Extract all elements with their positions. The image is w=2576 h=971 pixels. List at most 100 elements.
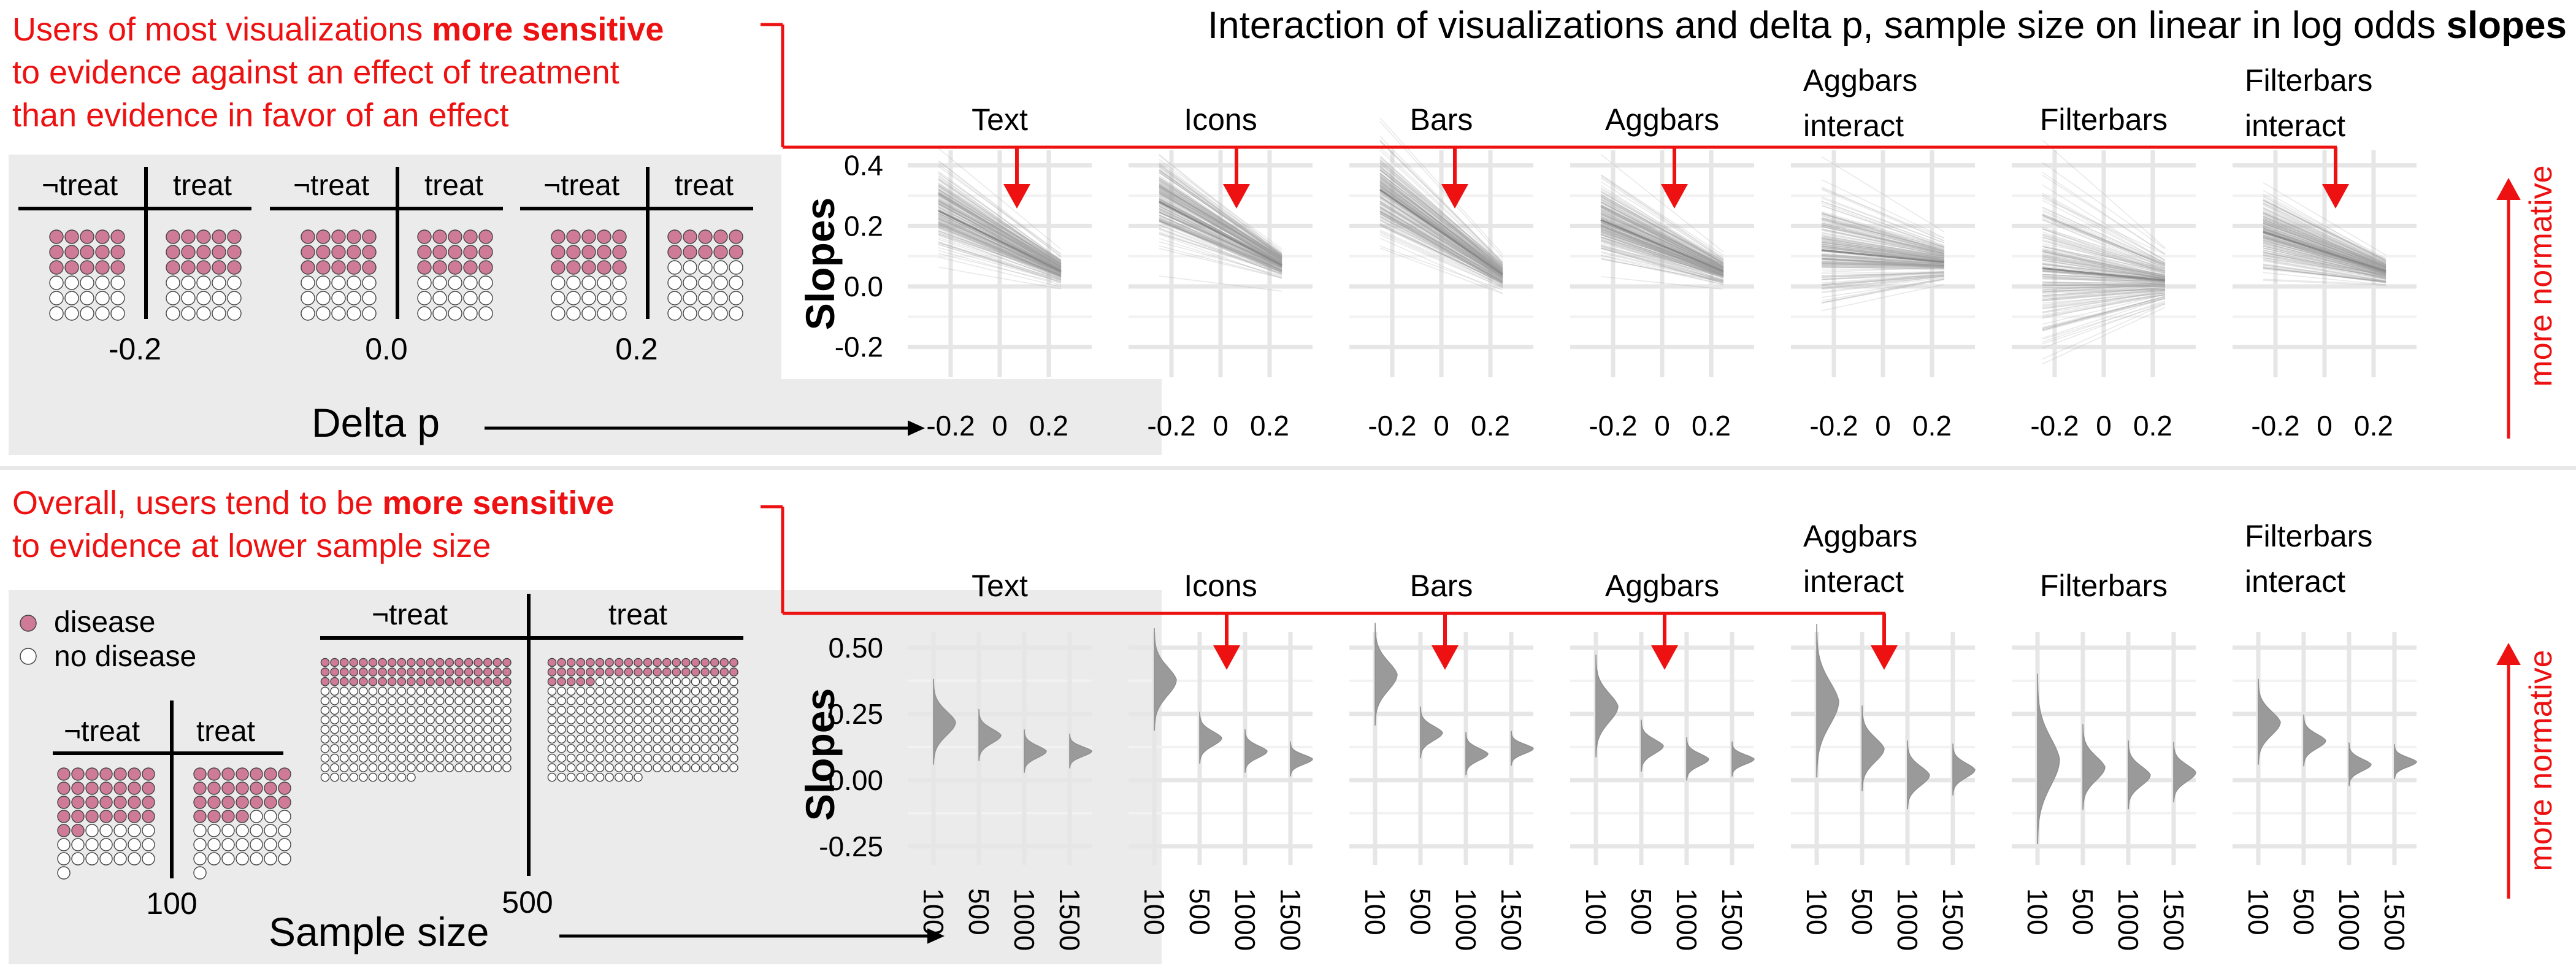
posterior-line (1821, 258, 1945, 265)
posterior-line (938, 213, 1062, 275)
posterior-line (1600, 225, 1724, 273)
posterior-line (1821, 255, 1945, 267)
no-disease-dot (368, 744, 378, 753)
no-disease-dot (445, 724, 454, 734)
posterior-line (1821, 225, 1945, 255)
posterior-line (1159, 159, 1282, 250)
posterior-line (2263, 221, 2386, 270)
disease-dot (397, 677, 407, 686)
no-disease-dot (667, 260, 682, 275)
no-disease-dot (586, 772, 595, 782)
posterior-line (938, 160, 1062, 258)
no-disease-dot (454, 715, 464, 724)
x-tick-label: -0.2 (2251, 410, 2299, 442)
posterior-line (1600, 207, 1724, 269)
no-disease-dot (710, 677, 719, 686)
disease-dot (57, 824, 71, 837)
posterior-line (1821, 257, 1945, 266)
no-disease-dot (407, 772, 416, 782)
disease-dot (595, 658, 605, 667)
posterior-line (2263, 221, 2386, 268)
posterior-line (1821, 256, 1945, 264)
no-disease-dot (614, 696, 624, 705)
posterior-line (1600, 229, 1724, 275)
posterior-line (1821, 240, 1945, 259)
posterior-line (938, 193, 1062, 267)
posterior-line (2263, 255, 2386, 278)
no-disease-dot (551, 291, 565, 305)
posterior-line (1600, 212, 1724, 270)
posterior-line (938, 204, 1062, 270)
posterior-line (2042, 231, 2166, 274)
posterior-line (1159, 185, 1282, 261)
posterior-line (2042, 285, 2166, 297)
no-disease-dot (662, 677, 672, 686)
posterior-line (938, 221, 1062, 277)
posterior-line (2042, 289, 2166, 299)
no-disease-dot (547, 715, 557, 724)
disease-dot (426, 677, 435, 686)
disease-dot (667, 245, 682, 259)
disease-dot (301, 245, 315, 259)
posterior-line (2263, 212, 2386, 268)
posterior-line (1821, 260, 1945, 267)
no-disease-dot (359, 715, 368, 724)
bottom-annotation-line: Overall, users tend to be more sensitive (12, 485, 615, 521)
posterior-line (2263, 204, 2386, 266)
disease-dot (221, 781, 235, 795)
posterior-line (1159, 217, 1282, 271)
facet-title: Aggbars (1605, 569, 1719, 603)
no-disease-dot (359, 724, 368, 734)
posterior-line (2042, 287, 2166, 297)
disease-dot (397, 658, 407, 667)
disease-dot (339, 667, 349, 677)
no-disease-dot (595, 715, 605, 724)
disease-dot (454, 677, 464, 686)
posterior-line (2263, 251, 2386, 276)
posterior-line (2263, 217, 2386, 266)
posterior-line (938, 201, 1062, 266)
no-disease-dot (700, 677, 710, 686)
posterior-line (1159, 190, 1282, 261)
posterior-line (938, 201, 1062, 267)
no-disease-dot (719, 744, 729, 753)
disease-dot (207, 781, 221, 795)
disease-dot (700, 658, 710, 667)
posterior-line (1379, 183, 1503, 275)
disease-dot (362, 260, 377, 275)
posterior-line (1600, 213, 1724, 271)
posterior-line (1379, 210, 1503, 283)
no-disease-dot (142, 852, 155, 865)
posterior-line (2263, 217, 2386, 269)
no-disease-dot (597, 291, 611, 305)
posterior-line (938, 234, 1062, 280)
posterior-line (1821, 275, 1945, 286)
no-disease-dot (407, 753, 416, 763)
posterior-line (938, 199, 1062, 270)
posterior-line (1159, 184, 1282, 266)
disease-dot (547, 658, 557, 667)
posterior-line (2042, 251, 2166, 279)
posterior-line (1379, 173, 1503, 271)
posterior-line (1159, 189, 1282, 263)
posterior-line (2263, 267, 2386, 283)
no-disease-dot (454, 724, 464, 734)
no-disease-dot (634, 705, 643, 715)
posterior-line (1821, 258, 1945, 266)
no-disease-dot (566, 772, 576, 782)
no-disease-dot (502, 724, 512, 734)
posterior-line (2042, 206, 2166, 264)
posterior-line (2263, 222, 2386, 271)
posterior-line (1821, 274, 1945, 290)
no-disease-dot (278, 824, 291, 837)
posterior-line (1600, 201, 1724, 269)
posterior-line (1379, 210, 1503, 280)
posterior-line (1159, 178, 1282, 259)
no-disease-dot (605, 715, 614, 724)
posterior-line (2263, 258, 2386, 282)
posterior-line (1159, 191, 1282, 265)
disease-dot (80, 245, 94, 259)
line-facet-bars: -0.2 0 0.2 (1349, 117, 1533, 442)
no-disease-dot (614, 724, 624, 734)
disease-dot (407, 667, 416, 677)
